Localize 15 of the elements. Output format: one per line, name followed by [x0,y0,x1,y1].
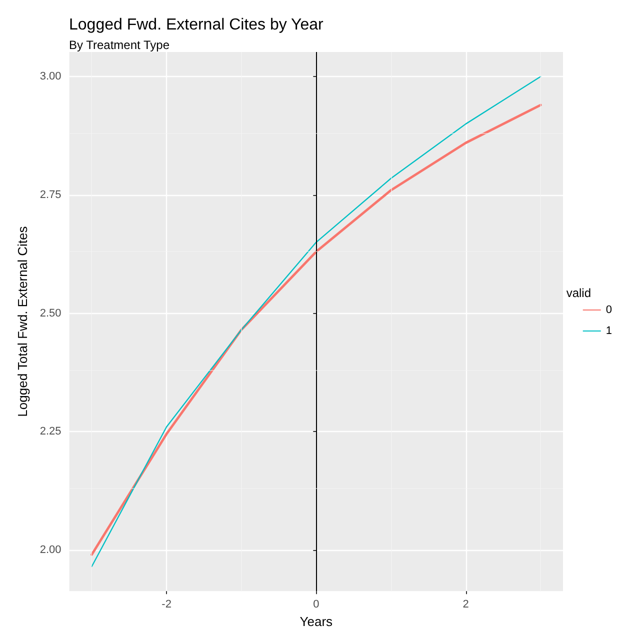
y-tick-label: 2.25 [40,426,62,438]
y-tick-label: 2.00 [40,544,62,556]
legend-label: 0 [606,304,612,316]
y-tick-label: 2.75 [40,188,62,201]
x-axis-title: Years [300,614,334,629]
chart-title: Logged Fwd. External Cites by Year [69,16,324,34]
x-tick-label: 0 [313,598,320,611]
x-tick-label: 2 [462,598,469,611]
y-axis-title: Logged Total Fwd. External Cites [15,226,30,417]
y-tick-label: 3.00 [40,70,62,83]
chart-subtitle: By Treatment Type [69,38,170,52]
y-tick-label: 2.50 [40,307,62,320]
legend-label: 1 [606,325,612,337]
x-tick-label: -2 [162,598,172,611]
legend-title: valid [566,286,592,300]
